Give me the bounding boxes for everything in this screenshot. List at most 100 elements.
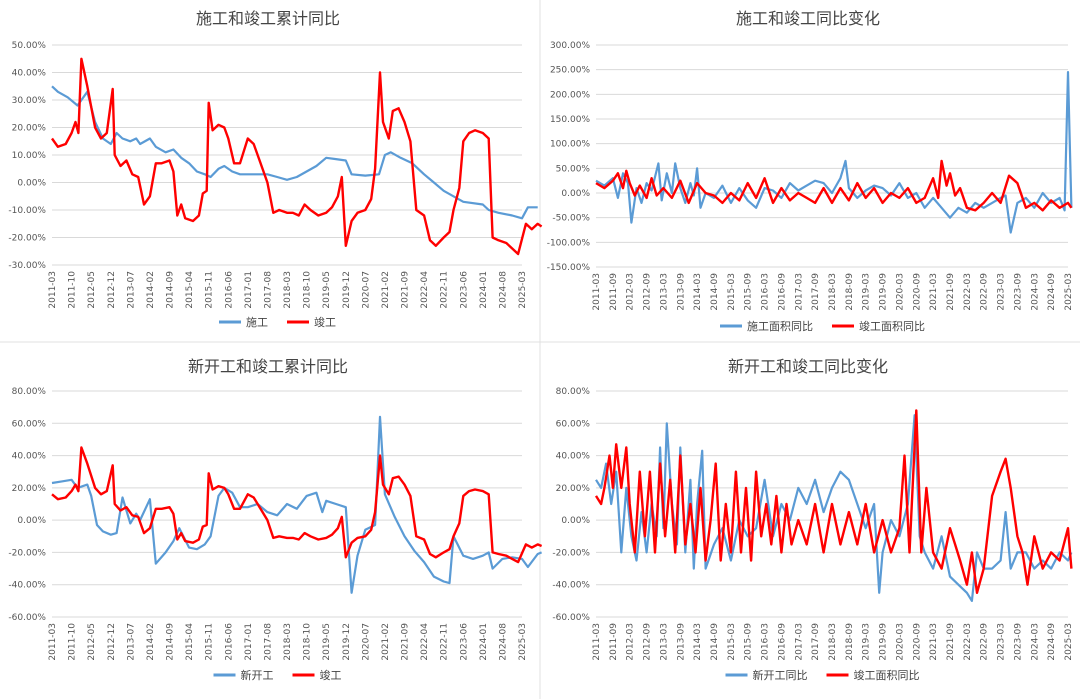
x-tick-label: 2018-03 [283, 623, 293, 661]
x-tick-label: 2021-09 [946, 623, 956, 661]
y-tick-label: 80.00% [12, 387, 47, 397]
legend-label-0: 新开工同比 [753, 668, 808, 682]
x-tick-label: 2023-09 [1013, 273, 1023, 311]
y-tick-label: -40.00% [552, 581, 590, 591]
x-tick-label: 2016-06 [224, 623, 234, 661]
x-tick-label: 2014-09 [710, 623, 720, 661]
x-tick-label: 2025-03 [1064, 623, 1074, 661]
x-tick-label: 2020-03 [895, 623, 905, 661]
x-tick-label: 2014-09 [166, 271, 176, 309]
x-tick-label: 2021-02 [381, 623, 391, 661]
x-tick-label: 2015-03 [727, 623, 737, 661]
x-tick-label: 2012-03 [626, 623, 636, 661]
y-tick-label: 60.00% [12, 419, 47, 429]
series-line-1 [51, 446, 543, 564]
x-tick-label: 2015-04 [185, 271, 195, 309]
series-line-0 [595, 71, 1073, 234]
x-tick-label: 2020-07 [361, 271, 371, 309]
chart-title: 新开工和竣工累计同比 [188, 357, 348, 376]
x-tick-label: 2014-03 [693, 273, 703, 311]
x-tick-label: 2017-09 [811, 623, 821, 661]
y-tick-label: -30.00% [8, 261, 46, 271]
x-tick-label: 2014-02 [146, 623, 156, 661]
x-tick-label: 2025-03 [518, 271, 528, 309]
x-tick-label: 2014-09 [166, 623, 176, 661]
y-tick-label: 20.00% [12, 124, 47, 134]
y-tick-label: 40.00% [556, 452, 591, 462]
x-tick-label: 2014-09 [710, 273, 720, 311]
x-tick-label: 2014-03 [693, 623, 703, 661]
x-tick-label: 2014-02 [146, 271, 156, 309]
y-tick-label: 10.00% [12, 151, 47, 161]
x-tick-label: 2019-03 [862, 623, 872, 661]
series-line-0 [51, 85, 538, 220]
x-tick-label: 2015-11 [205, 271, 215, 309]
x-tick-label: 2024-01 [479, 623, 489, 661]
y-tick-label: -100.00% [547, 238, 591, 248]
chart-br: 新开工和竣工同比变化 80.00% 60.00% 40.00% 20.00% 0.00% -… [552, 357, 1074, 682]
x-tick-label: 2018-03 [828, 273, 838, 311]
x-tick-label: 2016-03 [761, 273, 771, 311]
x-tick-label: 2023-06 [459, 271, 469, 309]
x-tick-label: 2012-12 [107, 623, 117, 661]
x-tick-label: 2013-07 [126, 623, 136, 661]
x-tick-label: 2022-03 [963, 273, 973, 311]
chart-title: 新开工和竣工同比变化 [728, 357, 888, 376]
x-tick-label: 2019-05 [322, 271, 332, 309]
x-tick-label: 2018-03 [828, 623, 838, 661]
x-tick-label: 2017-03 [794, 623, 804, 661]
x-tick-label: 2017-09 [811, 273, 821, 311]
y-tick-label: 80.00% [556, 387, 591, 397]
legend-label-0: 施工面积同比 [747, 320, 813, 333]
x-tick-label: 2015-04 [185, 623, 195, 661]
x-tick-label: 2016-06 [224, 271, 234, 309]
x-tick-label: 2021-09 [401, 623, 411, 661]
chart-bl: 新开工和竣工累计同比 80.00% 60.00% 40.00% 20.00% 0.00% -… [8, 357, 543, 682]
x-tick-label: 2015-09 [744, 623, 754, 661]
legend-label-1: 竣工面积同比 [854, 668, 920, 682]
x-tick-label: 2017-01 [244, 271, 254, 309]
legend-label-1: 竣工 [320, 668, 342, 682]
x-tick-label: 2023-03 [997, 623, 1007, 661]
x-tick-label: 2020-09 [912, 273, 922, 311]
y-tick-label: 50.00% [12, 41, 47, 51]
x-tick-label: 2013-09 [676, 623, 686, 661]
x-tick-label: 2011-03 [48, 623, 58, 661]
y-tick-label: -150.00% [547, 263, 591, 273]
x-tick-label: 2012-12 [107, 271, 117, 309]
x-tick-label: 2011-09 [609, 273, 619, 311]
x-tick-label: 2012-09 [643, 623, 653, 661]
x-tick-label: 2016-03 [761, 623, 771, 661]
x-tick-label: 2024-09 [1047, 623, 1057, 661]
x-tick-label: 2012-05 [87, 271, 97, 309]
legend-label-0: 新开工 [241, 668, 274, 682]
y-tick-label: 100.00% [550, 140, 590, 150]
y-tick-label: 40.00% [12, 69, 47, 79]
series-line-1 [594, 409, 1073, 594]
x-tick-label: 2018-10 [303, 271, 313, 309]
x-tick-label: 2022-11 [440, 271, 450, 309]
y-tick-label: 0.00% [561, 189, 590, 199]
x-tick-label: 2020-09 [912, 623, 922, 661]
x-tick-label: 2017-03 [794, 273, 804, 311]
x-tick-label: 2019-09 [879, 623, 889, 661]
x-tick-label: 2019-03 [862, 273, 872, 311]
x-tick-label: 2021-03 [929, 623, 939, 661]
x-tick-label: 2016-09 [777, 273, 787, 311]
x-tick-label: 2023-06 [459, 623, 469, 661]
x-tick-label: 2011-09 [609, 623, 619, 661]
x-tick-label: 2019-05 [322, 623, 332, 661]
y-tick-label: -10.00% [8, 206, 46, 216]
x-tick-label: 2025-03 [518, 623, 528, 661]
legend-label-1: 竣工 [314, 315, 336, 329]
x-tick-label: 2025-03 [1064, 273, 1074, 311]
x-tick-label: 2013-07 [126, 271, 136, 309]
x-tick-label: 2023-03 [997, 273, 1007, 311]
y-tick-label: 300.00% [550, 41, 590, 51]
x-tick-label: 2011-10 [68, 623, 78, 661]
x-tick-label: 2015-03 [727, 273, 737, 311]
x-tick-label: 2018-09 [845, 273, 855, 311]
y-tick-label: -40.00% [8, 581, 46, 591]
y-tick-label: 0.00% [17, 516, 46, 526]
